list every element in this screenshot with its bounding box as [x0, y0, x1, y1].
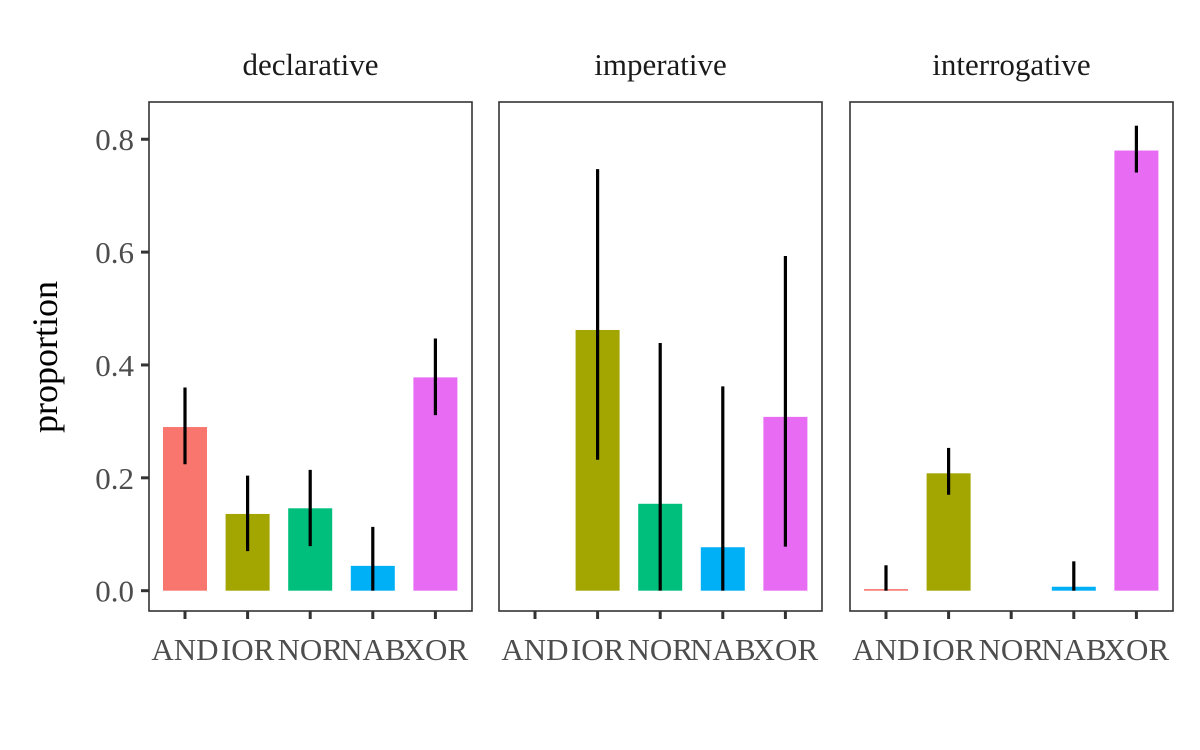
x-tick-label: NAB	[340, 632, 405, 667]
x-tick-label: NOR	[277, 632, 343, 667]
bar-interrogative-XOR	[1114, 150, 1159, 591]
y-axis-title: proportion	[25, 281, 65, 433]
y-tick-label: 0.2	[95, 461, 134, 496]
y-tick-label: 0.0	[95, 574, 134, 609]
x-tick-label: NAB	[690, 632, 755, 667]
facet-title: imperative	[594, 47, 727, 82]
y-axis: 0.0 0.2 0.4 0.6 0.8	[95, 122, 149, 609]
x-tick-label: NOR	[978, 632, 1044, 667]
x-tick-label: AND	[501, 632, 568, 667]
x-tick-label: AND	[852, 632, 919, 667]
x-tick-label: IOR	[571, 632, 625, 667]
x-tick-label: AND	[151, 632, 218, 667]
x-tick-label: NOR	[627, 632, 693, 667]
facet-title: declarative	[243, 47, 379, 82]
x-tick-label: XOR	[1104, 632, 1170, 667]
y-tick-label: 0.8	[95, 122, 134, 157]
x-tick-label: NAB	[1041, 632, 1106, 667]
facet-title: interrogative	[932, 47, 1090, 82]
x-tick-label: XOR	[403, 632, 469, 667]
x-tick-label: IOR	[221, 632, 275, 667]
x-tick-label: XOR	[753, 632, 819, 667]
x-tick-label: IOR	[922, 632, 976, 667]
y-tick-label: 0.4	[95, 348, 134, 383]
y-tick-label: 0.6	[95, 235, 134, 270]
